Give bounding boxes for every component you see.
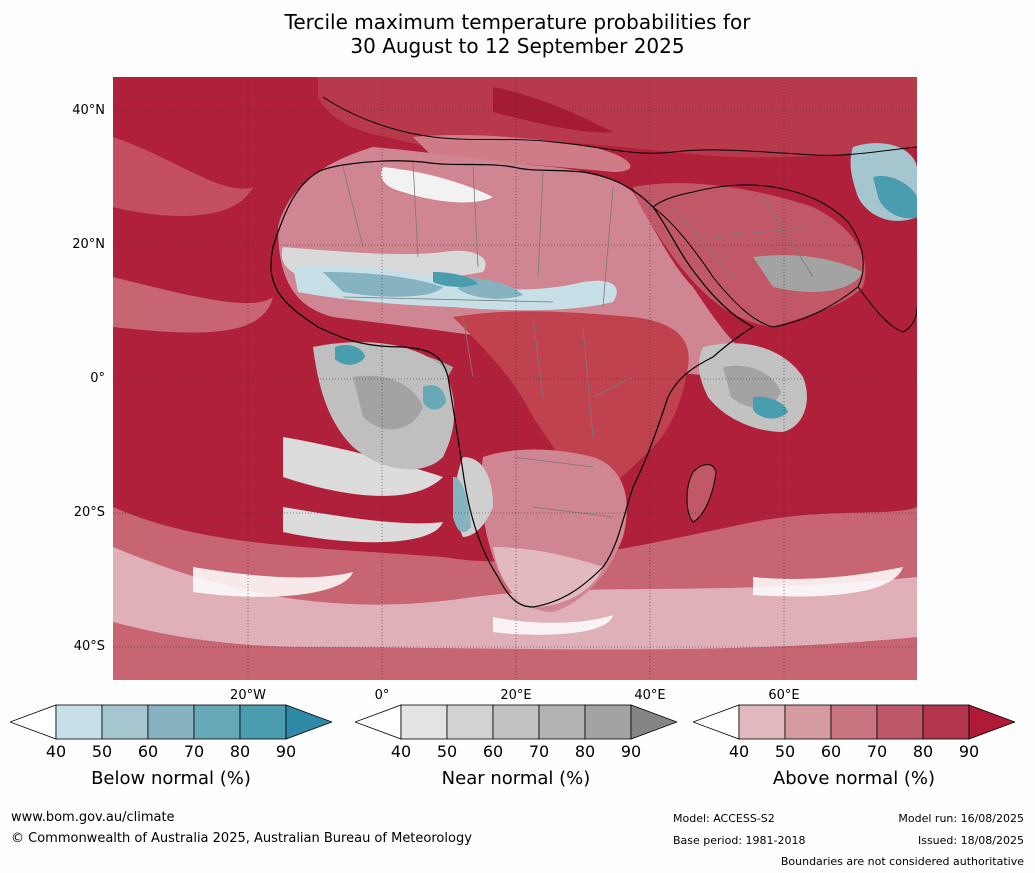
colorbar-segment bbox=[446, 704, 494, 740]
country-borders bbox=[342, 161, 814, 518]
lat-label-40n: 40°N bbox=[72, 103, 105, 118]
colorbar-tick-label: 60 bbox=[820, 742, 842, 761]
himalaya-below-normal-core bbox=[873, 176, 917, 219]
colorbar-segment bbox=[830, 704, 878, 740]
southern-africa-pale bbox=[493, 547, 603, 607]
land-arabia-grey bbox=[753, 255, 863, 292]
footer-issued: Issued: 18/08/2025 bbox=[917, 834, 1024, 847]
colorbar-segment bbox=[738, 704, 786, 740]
colorbar-extend-low bbox=[693, 704, 740, 740]
lon-label-0: 0° bbox=[374, 688, 390, 703]
colorbar-segment bbox=[922, 704, 970, 740]
colorbar-tick-label: 50 bbox=[436, 742, 458, 761]
colorbar-segment bbox=[784, 704, 832, 740]
coastline-madagascar bbox=[686, 464, 717, 523]
lon-label-40e: 40°E bbox=[634, 688, 666, 703]
colorbar-extend-low bbox=[355, 704, 402, 740]
sahel-below-normal-peak bbox=[433, 272, 478, 287]
colorbar-tick-label: 90 bbox=[275, 742, 297, 761]
colorbar-tick-label: 50 bbox=[774, 742, 796, 761]
lon-label-20w: 20°W bbox=[230, 688, 266, 703]
colorbar-tick-label: 70 bbox=[528, 742, 550, 761]
ocean-pattern-southern-band bbox=[113, 547, 917, 650]
probability-map bbox=[113, 77, 917, 680]
colorbar-title-near-normal: Near normal (%) bbox=[441, 768, 591, 789]
footer-model-run: Model run: 16/08/2025 bbox=[898, 812, 1024, 825]
indian-ocean-below-normal bbox=[753, 396, 788, 419]
ocean-pattern-grey-south bbox=[283, 437, 443, 543]
colorbar-segment bbox=[400, 704, 448, 740]
sahel-below-normal-core bbox=[323, 272, 523, 299]
colorbar-title-above-normal: Above normal (%) bbox=[772, 768, 936, 789]
footer-model: Model: ACCESS-S2 bbox=[673, 812, 775, 825]
colorbar-below-normal bbox=[10, 704, 332, 740]
footer-disclaimer: Boundaries are not considered authoritat… bbox=[780, 855, 1024, 868]
colorbar-tick-label: 70 bbox=[866, 742, 888, 761]
colorbar-extend-high bbox=[968, 704, 1015, 740]
lat-label-20n: 20°N bbox=[72, 237, 105, 252]
coastline-europe bbox=[322, 96, 917, 156]
colorbar-extend-high bbox=[285, 704, 332, 740]
chart-title-line2: 30 August to 12 September 2025 bbox=[350, 34, 685, 58]
land-europe-highlight bbox=[493, 87, 613, 133]
namibia-below-normal bbox=[453, 476, 471, 533]
land-central-africa bbox=[453, 311, 689, 497]
lat-label-40s: 40°S bbox=[73, 639, 105, 654]
indian-ocean-grey-core bbox=[723, 365, 781, 408]
colorbar-near-normal bbox=[355, 704, 677, 740]
colorbar-above-normal bbox=[693, 704, 1015, 740]
colorbar-segment bbox=[193, 704, 241, 740]
footer-copyright: © Commonwealth of Australia 2025, Austra… bbox=[11, 831, 472, 846]
mediterranean-sea bbox=[413, 135, 631, 172]
footer-base-period: Base period: 1981-2018 bbox=[673, 834, 806, 847]
colorbar-tick-label: 40 bbox=[728, 742, 750, 761]
colorbar-tick-label: 60 bbox=[137, 742, 159, 761]
colorbar-title-below-normal: Below normal (%) bbox=[91, 768, 251, 789]
lat-label-20s: 20°S bbox=[73, 505, 105, 520]
ocean-pattern-central-atlantic bbox=[113, 277, 273, 333]
lat-label-0: 0° bbox=[90, 371, 105, 386]
colorbar-tick-label: 90 bbox=[620, 742, 642, 761]
colorbar-tick-label: 90 bbox=[958, 742, 980, 761]
madagascar bbox=[687, 464, 716, 522]
chart-title-line1: Tercile maximum temperature probabilitie… bbox=[284, 10, 751, 34]
colorbar-extend-low bbox=[10, 704, 57, 740]
colorbar-tick-label: 40 bbox=[390, 742, 412, 761]
ocean-pattern-north-atlantic bbox=[113, 137, 253, 216]
west-equatorial-grey-core bbox=[353, 375, 423, 430]
coastline-africa bbox=[270, 160, 755, 608]
colorbar-tick-label: 60 bbox=[482, 742, 504, 761]
lon-label-20e: 20°E bbox=[500, 688, 532, 703]
colorbar-segment bbox=[584, 704, 632, 740]
gridlines bbox=[113, 77, 917, 680]
colorbar-segment bbox=[876, 704, 924, 740]
colorbar-segment bbox=[55, 704, 103, 740]
congo-below-normal bbox=[423, 385, 446, 410]
colorbar-extend-high bbox=[630, 704, 677, 740]
colorbar-segment bbox=[147, 704, 195, 740]
footer-website: www.bom.gov.au/climate bbox=[11, 810, 175, 825]
colorbar-tick-label: 80 bbox=[912, 742, 934, 761]
colorbar-tick-label: 40 bbox=[45, 742, 67, 761]
colorbar-tick-label: 80 bbox=[574, 742, 596, 761]
colorbar-segment bbox=[538, 704, 586, 740]
colorbar-tick-label: 50 bbox=[91, 742, 113, 761]
sahara-white-band bbox=[381, 167, 493, 203]
colorbar-segment bbox=[101, 704, 149, 740]
colorbar-segment bbox=[492, 704, 540, 740]
lon-label-60e: 60°E bbox=[768, 688, 800, 703]
coastline-arabia bbox=[652, 184, 864, 328]
coastline-india bbox=[857, 286, 917, 333]
colorbar-tick-label: 70 bbox=[183, 742, 205, 761]
colorbar-tick-label: 80 bbox=[229, 742, 251, 761]
colorbar-segment bbox=[239, 704, 287, 740]
gulf-of-guinea-below-normal bbox=[335, 345, 365, 365]
